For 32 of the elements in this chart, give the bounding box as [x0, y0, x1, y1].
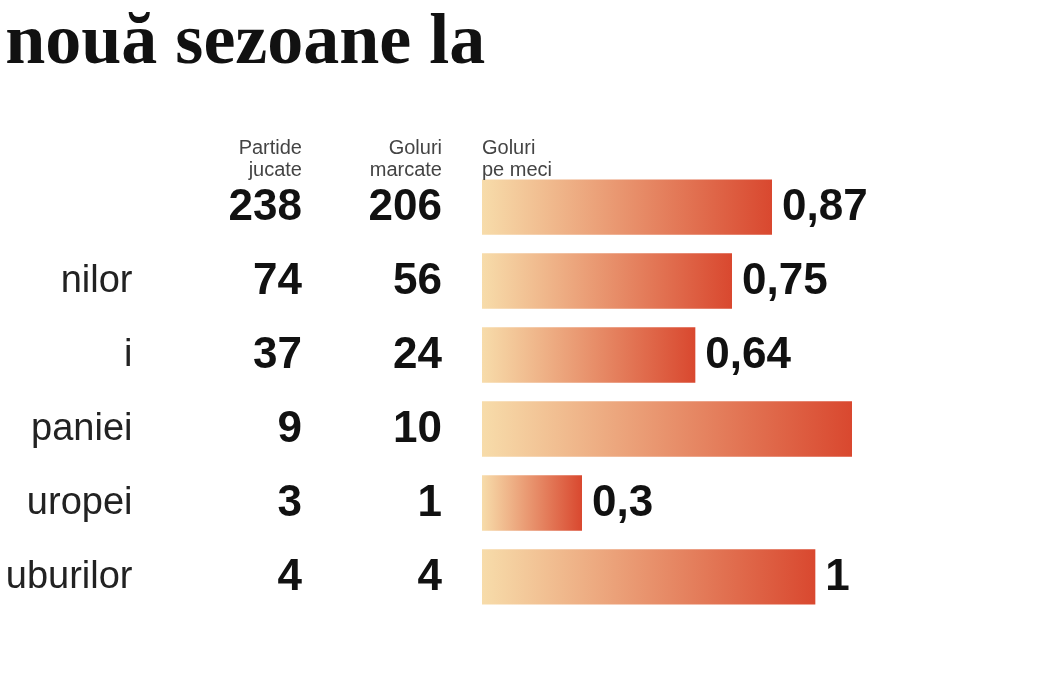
bar: [482, 253, 732, 309]
y-tick-label: nilor: [60, 258, 133, 301]
text: Partide jucate: [238, 136, 302, 180]
text: Goluri marcate: [369, 136, 442, 180]
text: 56: [393, 254, 442, 304]
text: 4: [417, 549, 443, 599]
y-tick-label: uburilor: [5, 553, 133, 596]
bar: [482, 401, 852, 457]
text: 4: [277, 549, 303, 599]
y-tick-label: uropei: [26, 479, 133, 522]
bar: [482, 327, 696, 383]
annotation: Goluri pe meci: [482, 136, 553, 180]
text: 9: [277, 401, 302, 451]
text: 24: [393, 328, 443, 378]
text: 238: [228, 180, 302, 230]
data-label: 0,3: [592, 475, 654, 525]
bar: [482, 179, 772, 235]
data-label: 0,87: [782, 180, 868, 230]
data-label: 1: [825, 549, 850, 599]
text: 10: [393, 401, 442, 451]
text: 206: [368, 180, 442, 230]
bar: [482, 549, 816, 605]
text: 37: [253, 328, 302, 378]
y-tick-label: paniei: [31, 405, 133, 448]
text: 74: [253, 254, 303, 304]
text: 1: [417, 475, 442, 525]
text: 3: [277, 475, 302, 525]
data-label: 0,64: [705, 328, 792, 378]
y-tick-label: i: [124, 332, 133, 375]
data-label: 0,75: [742, 254, 828, 304]
chart-title: nouă sezoane la: [5, 0, 486, 79]
bar: [482, 475, 582, 531]
